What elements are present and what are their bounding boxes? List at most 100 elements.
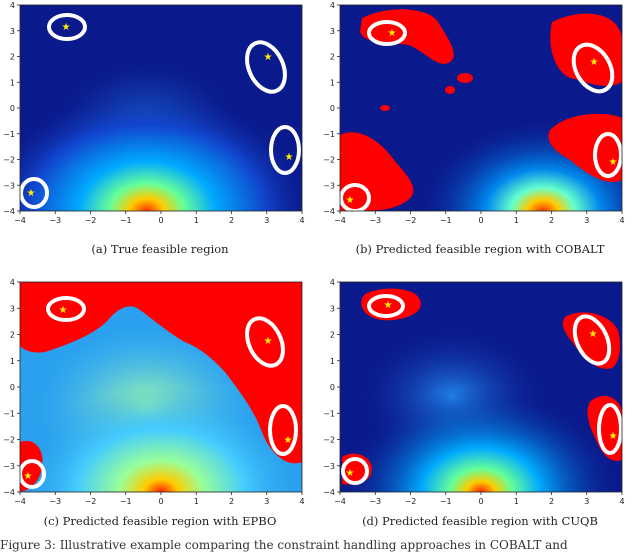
panel-d: ★ ★ ★ ★ −4 −3 −2 −1 0 1 2 3 4 4 3 2 1 0 −1 −2 −3 −4 (d) P… bbox=[320, 272, 640, 542]
y-tick-label: −2 bbox=[323, 436, 335, 445]
star-1: ★ bbox=[59, 305, 68, 316]
y-tick-label: 3 bbox=[10, 304, 15, 313]
ring-2 bbox=[571, 42, 615, 94]
feasible-blob-5 bbox=[457, 73, 473, 83]
x-tick-label: 1 bbox=[194, 216, 199, 225]
feasible-blob-4 bbox=[340, 132, 414, 211]
x-tick-label: 2 bbox=[549, 216, 554, 225]
y-tick-label: 4 bbox=[330, 278, 335, 287]
star-4: ★ bbox=[24, 471, 33, 482]
star-1: ★ bbox=[384, 300, 393, 311]
feasible-blob-6 bbox=[445, 86, 455, 94]
hot-region bbox=[20, 5, 302, 211]
x-tick-label: −4 bbox=[334, 216, 346, 225]
y-tick-label: 2 bbox=[330, 331, 335, 340]
y-tick-label: 0 bbox=[330, 383, 335, 392]
x-tick-label: −3 bbox=[49, 497, 61, 506]
axes: −4 −3 −2 −1 0 1 2 3 4 4 3 2 1 0 −1 −2 −3 −4 bbox=[3, 1, 304, 225]
y-tick-label: 3 bbox=[10, 27, 15, 36]
x-tick-label: 3 bbox=[584, 497, 589, 506]
feasible-blob-2 bbox=[550, 13, 622, 86]
ring-3 bbox=[269, 125, 301, 175]
y-tick-label: 4 bbox=[10, 278, 15, 287]
ring-1 bbox=[46, 296, 86, 322]
x-tick-label: 3 bbox=[264, 497, 269, 506]
caption-a: (a) True feasible region bbox=[91, 242, 229, 256]
y-tick-label: −3 bbox=[323, 462, 335, 471]
y-tick-label: 1 bbox=[330, 357, 335, 366]
axes: −4 −3 −2 −1 0 1 2 3 4 4 3 2 1 0 −1 −2 −3 −4 bbox=[323, 1, 624, 225]
figure-caption: Figure 3: Illustrative example comparing… bbox=[0, 538, 568, 552]
caption-b: (b) Predicted feasible region with COBAL… bbox=[355, 242, 605, 256]
panel-a: ★ ★ ★ ★ −4 −3 −2 −1 0 1 2 3 4 4 3 2 1 0 −1 −2 −3 −4 (a) T… bbox=[0, 0, 320, 270]
star-3: ★ bbox=[285, 152, 294, 163]
x-tick-label: 2 bbox=[549, 497, 554, 506]
ring-2 bbox=[245, 40, 287, 94]
y-tick-label: 4 bbox=[10, 1, 15, 10]
y-tick-label: −3 bbox=[323, 181, 335, 190]
x-tick-label: 3 bbox=[584, 216, 589, 225]
plot-c: ★ ★ ★ ★ −4 −3 −2 −1 0 1 2 3 4 4 3 2 1 0 −1 −2 −3 −4 bbox=[3, 278, 304, 506]
feasible-blob-3 bbox=[548, 113, 622, 182]
ring-4 bbox=[341, 457, 369, 485]
feasible-region-top bbox=[20, 282, 302, 464]
y-tick-label: −2 bbox=[3, 156, 15, 165]
x-tick-label: −3 bbox=[369, 216, 381, 225]
x-tick-label: −2 bbox=[405, 216, 417, 225]
x-tick-label: 0 bbox=[158, 216, 163, 225]
ring-1 bbox=[47, 13, 87, 41]
ring-2 bbox=[245, 316, 285, 368]
x-tick-label: 1 bbox=[514, 216, 519, 225]
x-tick-label: 0 bbox=[478, 216, 483, 225]
x-tick-label: 2 bbox=[229, 216, 234, 225]
y-tick-label: 1 bbox=[10, 357, 15, 366]
x-tick-label: −4 bbox=[14, 497, 26, 506]
ring-4 bbox=[19, 177, 49, 209]
y-tick-label: −2 bbox=[3, 436, 15, 445]
star-4: ★ bbox=[27, 188, 36, 199]
ring-3 bbox=[597, 403, 623, 455]
x-tick-label: 4 bbox=[299, 216, 304, 225]
ring-1 bbox=[367, 294, 405, 318]
ring-1 bbox=[367, 20, 407, 46]
y-tick-label: −3 bbox=[3, 181, 15, 190]
x-tick-label: 4 bbox=[619, 216, 624, 225]
star-2: ★ bbox=[590, 57, 599, 68]
star-3: ★ bbox=[609, 431, 618, 442]
y-tick-label: −4 bbox=[323, 207, 335, 216]
axes: −4 −3 −2 −1 0 1 2 3 4 4 3 2 1 0 −1 −2 −3 −4 bbox=[323, 278, 624, 506]
y-tick-label: 2 bbox=[10, 331, 15, 340]
y-tick-label: −1 bbox=[323, 130, 335, 139]
y-tick-label: 3 bbox=[330, 304, 335, 313]
x-tick-label: −1 bbox=[440, 216, 452, 225]
y-tick-label: 1 bbox=[330, 78, 335, 87]
y-tick-label: 2 bbox=[10, 53, 15, 62]
y-tick-label: 1 bbox=[10, 78, 15, 87]
panel-b: ★ ★ ★ ★ −4 −3 −2 −1 0 1 2 3 4 4 3 2 1 0 −1 −2 −3 −4 (b) P… bbox=[320, 0, 640, 270]
y-tick-label: 0 bbox=[330, 104, 335, 113]
x-tick-label: 4 bbox=[299, 497, 304, 506]
x-tick-label: −2 bbox=[405, 497, 417, 506]
x-tick-label: −4 bbox=[334, 497, 346, 506]
feasible-blob-7 bbox=[380, 105, 390, 111]
star-3: ★ bbox=[609, 157, 618, 168]
plot-a: ★ ★ ★ ★ −4 −3 −2 −1 0 1 2 3 4 4 3 2 1 0 −1 −2 −3 −4 bbox=[3, 1, 304, 225]
x-tick-label: −3 bbox=[49, 216, 61, 225]
y-tick-label: −1 bbox=[323, 409, 335, 418]
y-tick-label: 0 bbox=[10, 104, 15, 113]
plot-d: ★ ★ ★ ★ −4 −3 −2 −1 0 1 2 3 4 4 3 2 1 0 −1 −2 −3 −4 bbox=[323, 278, 624, 506]
x-tick-label: 0 bbox=[478, 497, 483, 506]
x-tick-label: −2 bbox=[85, 216, 97, 225]
x-tick-label: 3 bbox=[264, 216, 269, 225]
y-tick-label: 3 bbox=[330, 27, 335, 36]
star-2: ★ bbox=[264, 336, 273, 347]
star-1: ★ bbox=[388, 28, 397, 39]
x-tick-label: −1 bbox=[440, 497, 452, 506]
star-4: ★ bbox=[346, 468, 355, 479]
x-tick-label: −4 bbox=[14, 216, 26, 225]
star-2: ★ bbox=[264, 52, 273, 63]
x-tick-label: −1 bbox=[120, 216, 132, 225]
ring-3 bbox=[268, 404, 298, 456]
x-tick-label: 0 bbox=[158, 497, 163, 506]
y-tick-label: 2 bbox=[330, 53, 335, 62]
